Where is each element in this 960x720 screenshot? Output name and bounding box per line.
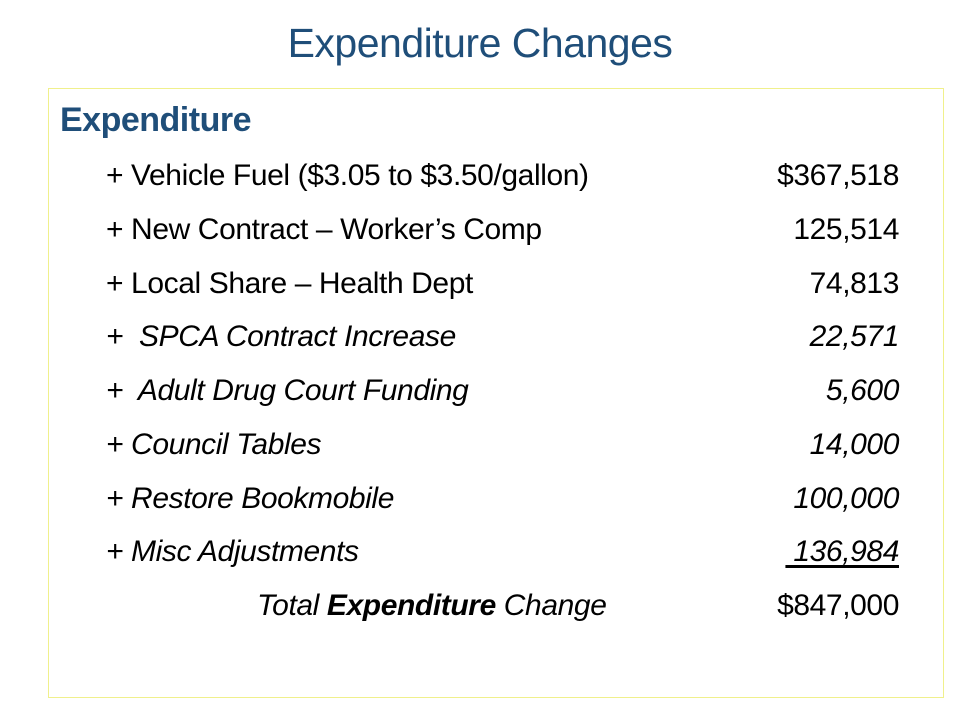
slide-title: Expenditure Changes bbox=[287, 20, 673, 66]
line-item-bookmobile: + Restore Bookmobile 100,000 bbox=[49, 482, 945, 522]
total-label: Total Expenditure Change bbox=[257, 589, 607, 623]
total-label-suffix: Change bbox=[495, 589, 607, 622]
line-item-vehicle-fuel: + Vehicle Fuel ($3.05 to $3.50/gallon) $… bbox=[49, 159, 945, 199]
line-item-amount: 74,813 bbox=[809, 267, 900, 300]
line-item-drug-court: + Adult Drug Court Funding 5,600 bbox=[49, 374, 945, 414]
line-item-amount: 125,514 bbox=[793, 213, 899, 246]
line-item-label: + SPCA Contract Increase bbox=[106, 320, 456, 353]
total-label-bold: Expenditure bbox=[326, 589, 496, 622]
total-label-prefix: Total bbox=[257, 589, 327, 622]
total-amount: $847,000 bbox=[777, 589, 899, 622]
line-item-label: + Council Tables bbox=[106, 428, 322, 461]
line-item-health-dept: + Local Share – Health Dept 74,813 bbox=[49, 267, 945, 307]
line-item-workers-comp: + New Contract – Worker’s Comp 125,514 bbox=[49, 213, 945, 253]
total-row: Total Expenditure Change $847,000 bbox=[49, 589, 945, 629]
line-item-label: + Adult Drug Court Funding bbox=[106, 374, 469, 407]
content-box: Expenditure + Vehicle Fuel ($3.05 to $3.… bbox=[48, 88, 944, 698]
line-item-label: + Misc Adjustments bbox=[106, 535, 359, 568]
line-item-amount: 100,000 bbox=[793, 482, 899, 515]
line-item-amount: 136,984 bbox=[785, 535, 899, 568]
line-item-spca-contract: + SPCA Contract Increase 22,571 bbox=[49, 320, 945, 360]
line-item-label: + New Contract – Worker’s Comp bbox=[106, 213, 542, 246]
line-item-label: + Local Share – Health Dept bbox=[106, 267, 473, 300]
line-item-label: + Vehicle Fuel ($3.05 to $3.50/gallon) bbox=[106, 159, 589, 192]
line-item-council-tables: + Council Tables 14,000 bbox=[49, 428, 945, 468]
section-heading: Expenditure bbox=[60, 101, 251, 139]
line-item-amount: 5,600 bbox=[825, 374, 899, 407]
line-item-amount: 22,571 bbox=[809, 320, 900, 353]
line-item-amount: 14,000 bbox=[809, 428, 900, 461]
line-item-label: + Restore Bookmobile bbox=[106, 482, 394, 515]
line-item-misc-adjustments: + Misc Adjustments 136,984 bbox=[49, 535, 945, 575]
line-item-amount: $367,518 bbox=[777, 159, 899, 192]
